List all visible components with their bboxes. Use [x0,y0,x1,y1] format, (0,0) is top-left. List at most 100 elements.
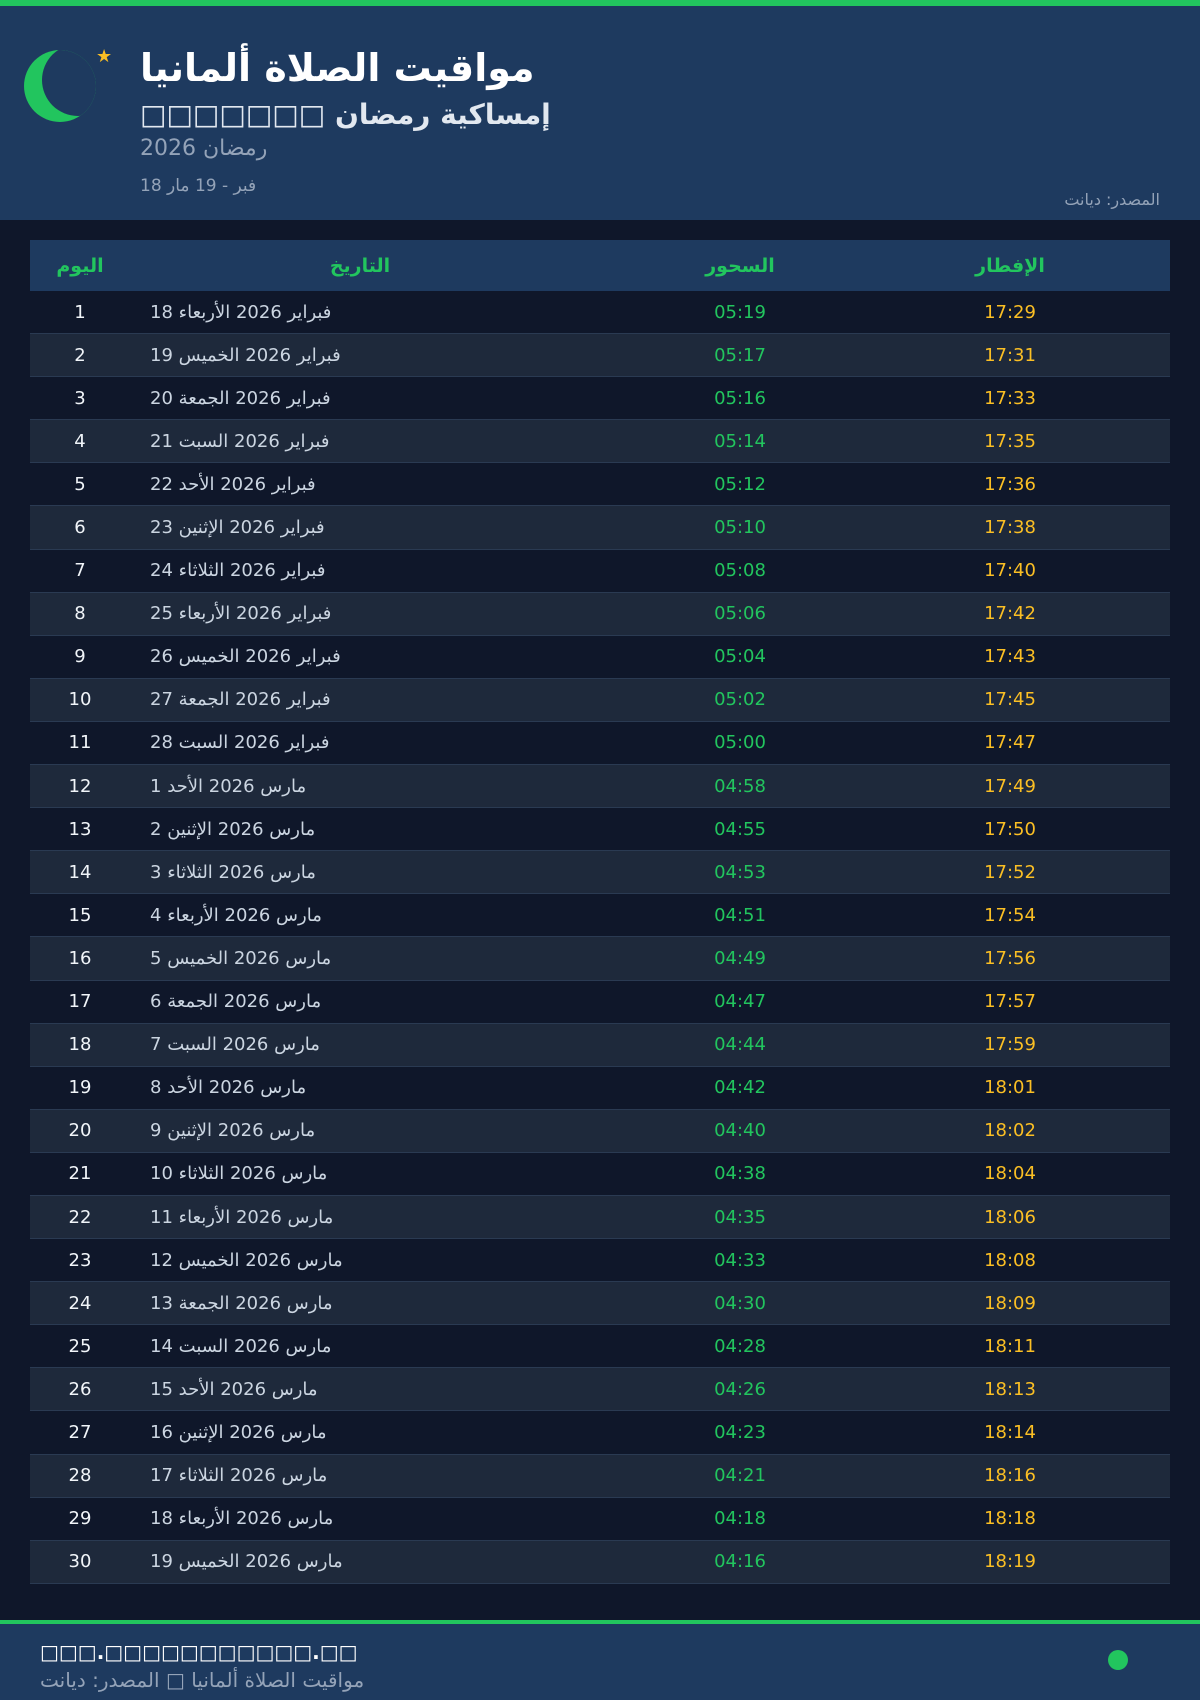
table-row: 25 14 مارس 2026 السبت 04:28 18:11 [30,1325,1170,1369]
source-label: المصدر: ديانت [1064,190,1160,209]
table-row: 17 6 مارس 2026 الجمعة 04:47 17:57 [30,981,1170,1024]
table-row: 24 13 مارس 2026 الجمعة 04:30 18:09 [30,1282,1170,1326]
sahur-time-cell: 04:18 [714,1508,766,1530]
iftar-time-cell: 18:19 [984,1551,1036,1573]
table-header: اليوم التاريخ السحور الإفطار [30,240,1170,291]
day-cell: 1 [74,301,86,323]
iftar-time-cell: 17:33 [984,387,1036,409]
table-row: 8 25 فبراير 2026 الأربعاء 05:06 17:42 [30,592,1170,636]
day-cell: 22 [68,1206,92,1228]
iftar-time-cell: 17:59 [984,1034,1036,1056]
date-cell: 8 مارس 2026 الأحد [150,1077,307,1099]
footer-site-link[interactable]: □□□.□□□□□□□□□□□.□□ [40,1640,358,1664]
date-cell: 3 مارس 2026 الثلاثاء [150,861,316,883]
date-cell: 26 فبراير 2026 الخميس [150,646,341,668]
iftar-time-cell: 18:04 [984,1163,1036,1185]
iftar-time-cell: 18:01 [984,1077,1036,1099]
iftar-time-cell: 17:52 [984,861,1036,883]
day-cell: 21 [68,1163,92,1185]
iftar-time-cell: 17:47 [984,732,1036,754]
sahur-time-cell: 04:23 [714,1421,766,1443]
table-row: 5 22 فبراير 2026 الأحد 05:12 17:36 [30,463,1170,507]
day-cell: 13 [68,818,92,840]
table-row: 2 19 فبراير 2026 الخميس 05:17 17:31 [30,334,1170,378]
date-cell: 5 مارس 2026 الخميس [150,947,332,969]
day-cell: 2 [74,344,86,366]
sahur-time-cell: 04:44 [714,1034,766,1056]
table-row: 15 4 مارس 2026 الأربعاء 04:51 17:54 [30,894,1170,938]
sahur-time-cell: 05:06 [714,603,766,625]
page-subtitle: □□□□□□□ إمساكية رمضان [140,98,551,131]
table-row: 20 9 مارس 2026 الإثنين 04:40 18:02 [30,1109,1170,1153]
table-row: 4 21 فبراير 2026 السبت 05:14 17:35 [30,420,1170,464]
sahur-time-cell: 05:04 [714,646,766,668]
day-cell: 24 [68,1292,92,1314]
page-title: مواقيت الصلاة ألمانيا [140,46,535,90]
sahur-time-cell: 04:26 [714,1378,766,1400]
table-row: 3 20 فبراير 2026 الجمعة 05:16 17:33 [30,377,1170,421]
table-row: 6 23 فبراير 2026 الإثنين 05:10 17:38 [30,506,1170,550]
day-cell: 12 [68,775,92,797]
table-row: 23 12 مارس 2026 الخميس 04:33 18:08 [30,1239,1170,1283]
iftar-time-cell: 17:35 [984,430,1036,452]
green-dot-icon [1108,1650,1128,1670]
iftar-time-cell: 17:38 [984,517,1036,539]
top-accent-bar [0,0,1200,6]
day-cell: 23 [68,1249,92,1271]
day-cell: 30 [68,1551,92,1573]
date-cell: 24 فبراير 2026 الثلاثاء [150,560,326,582]
sahur-time-cell: 04:30 [714,1292,766,1314]
day-cell: 7 [74,560,86,582]
iftar-time-cell: 17:54 [984,904,1036,926]
sahur-time-cell: 04:40 [714,1120,766,1142]
table-row: 21 10 مارس 2026 الثلاثاء 04:38 18:04 [30,1153,1170,1196]
table-row: 13 2 مارس 2026 الإثنين 04:55 17:50 [30,808,1170,852]
table-row: 9 26 فبراير 2026 الخميس 05:04 17:43 [30,636,1170,679]
table-row: 18 7 مارس 2026 السبت 04:44 17:59 [30,1023,1170,1067]
table-row: 1 18 فبراير 2026 الأربعاء 05:19 17:29 [30,291,1170,335]
date-cell: 19 فبراير 2026 الخميس [150,344,341,366]
day-cell: 5 [74,473,86,495]
column-header-iftar: الإفطار [975,254,1045,277]
iftar-time-cell: 17:49 [984,775,1036,797]
column-header-sahur: السحور [705,254,775,277]
day-cell: 16 [68,947,92,969]
sahur-time-cell: 05:00 [714,732,766,754]
day-cell: 4 [74,430,86,452]
iftar-time-cell: 18:13 [984,1378,1036,1400]
table-row: 12 1 مارس 2026 الأحد 04:58 17:49 [30,765,1170,809]
sahur-time-cell: 05:16 [714,387,766,409]
iftar-time-cell: 17:56 [984,947,1036,969]
date-cell: 18 فبراير 2026 الأربعاء [150,301,332,323]
date-cell: 25 فبراير 2026 الأربعاء [150,603,332,625]
iftar-time-cell: 17:45 [984,689,1036,711]
sahur-time-cell: 05:14 [714,430,766,452]
sahur-time-cell: 04:21 [714,1465,766,1487]
sahur-time-cell: 04:35 [714,1206,766,1228]
iftar-time-cell: 17:40 [984,560,1036,582]
footer-accent-bar [0,1620,1200,1624]
date-cell: 28 فبراير 2026 السبت [150,732,330,754]
day-cell: 17 [68,991,92,1013]
sahur-time-cell: 05:08 [714,560,766,582]
table-row: 27 16 مارس 2026 الإثنين 04:23 18:14 [30,1411,1170,1455]
sahur-time-cell: 04:33 [714,1249,766,1271]
date-cell: 6 مارس 2026 الجمعة [150,991,322,1013]
sahur-time-cell: 04:47 [714,991,766,1013]
star-icon: ★ [96,46,113,67]
footer-note: مواقيت الصلاة ألمانيا □ المصدر: ديانت [40,1668,365,1692]
iftar-time-cell: 18:11 [984,1335,1036,1357]
table-row: 28 17 مارس 2026 الثلاثاء 04:21 18:16 [30,1454,1170,1498]
sahur-time-cell: 04:16 [714,1551,766,1573]
date-cell: 11 مارس 2026 الأربعاء [150,1206,334,1228]
sahur-time-cell: 05:17 [714,344,766,366]
date-cell: 27 فبراير 2026 الجمعة [150,689,331,711]
table-body: 1 18 فبراير 2026 الأربعاء 05:19 17:29 2 19 فب… [30,291,1170,1584]
iftar-time-cell: 17:31 [984,344,1036,366]
day-cell: 25 [68,1335,92,1357]
sahur-time-cell: 04:53 [714,861,766,883]
day-cell: 6 [74,517,86,539]
day-cell: 29 [68,1508,92,1530]
sahur-time-cell: 05:02 [714,689,766,711]
table-row: 7 24 فبراير 2026 الثلاثاء 05:08 17:40 [30,550,1170,593]
